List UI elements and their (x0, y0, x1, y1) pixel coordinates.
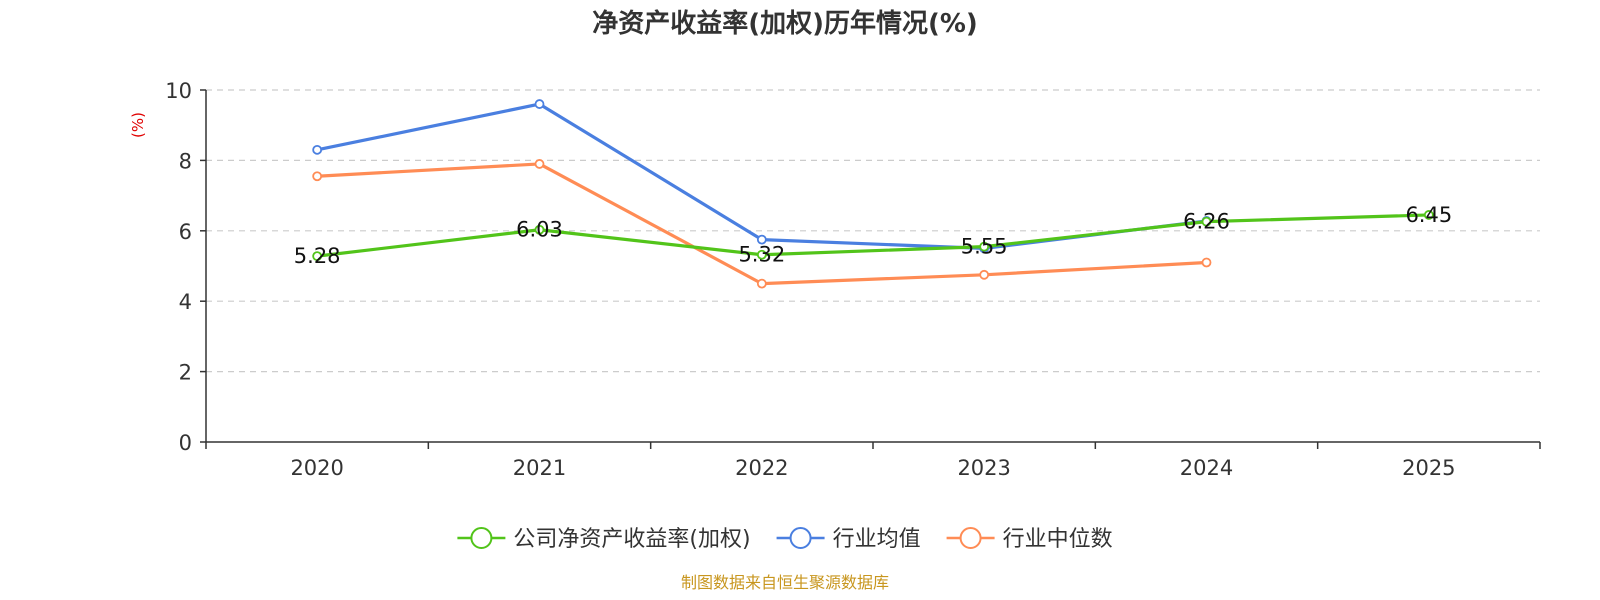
legend-item[interactable]: 行业均值 (776, 527, 921, 552)
legend-marker (789, 527, 812, 549)
legend-item[interactable]: 行业中位数 (946, 527, 1113, 552)
axes: 0 2 4 6 8 10 2020 2021 2022 2023 2024 2025 (165, 79, 1541, 480)
legend-marker (470, 527, 493, 549)
y-tick-label: 4 (179, 290, 192, 314)
x-tick-label: 2021 (513, 456, 566, 480)
source-note: 制图数据来自恒生聚源数据库 (681, 573, 889, 592)
data-label: 6.03 (516, 218, 563, 242)
series-line (316, 213, 1429, 258)
data-point[interactable] (756, 278, 767, 289)
legend-label: 行业中位数 (1003, 527, 1113, 552)
data-point[interactable] (1201, 257, 1212, 268)
legend-label: 公司净资产收益率(加权) (513, 527, 750, 552)
data-point[interactable] (1201, 216, 1212, 227)
grid (206, 89, 1540, 373)
data-label: 5.28 (294, 244, 341, 268)
y-tick-label: 6 (179, 220, 192, 244)
data-point[interactable] (979, 269, 990, 280)
legend[interactable]: 公司净资产收益率(加权) 行业均值 行业中位数 (457, 527, 1113, 552)
data-point[interactable] (312, 251, 323, 262)
y-tick-label: 10 (165, 79, 192, 103)
data-point[interactable] (756, 234, 767, 245)
y-tick-label: 2 (179, 361, 192, 385)
y-axis-label: (%) (129, 112, 147, 138)
data-point[interactable] (1423, 210, 1434, 220)
legend-marker (959, 527, 982, 549)
chart-title: 净资产收益率(加权)历年情况(%) (592, 8, 978, 39)
legend-label: 行业均值 (833, 527, 921, 552)
data-point[interactable] (312, 171, 323, 182)
data-point[interactable] (312, 144, 323, 155)
x-tick-label: 2025 (1402, 456, 1455, 480)
data-point[interactable] (756, 249, 767, 260)
data-point[interactable] (534, 99, 545, 109)
data-point[interactable] (979, 241, 990, 252)
data-label: 6.45 (1405, 203, 1452, 227)
y-tick-label: 0 (179, 431, 192, 455)
series-line (316, 102, 1207, 250)
x-tick-label: 2023 (957, 456, 1010, 480)
x-tick-label: 2020 (290, 456, 343, 480)
series (312, 99, 1434, 289)
x-tick-label: 2022 (735, 456, 788, 480)
data-label: 5.55 (961, 235, 1008, 259)
data-label: 5.32 (738, 243, 785, 267)
y-tick-label: 8 (179, 149, 192, 173)
data-labels: 5.28 6.03 5.32 5.55 6.26 6.45 (294, 203, 1452, 268)
data-label: 6.26 (1183, 210, 1230, 234)
data-point[interactable] (534, 224, 545, 235)
x-tick-label: 2024 (1180, 456, 1233, 480)
data-point[interactable] (534, 159, 545, 169)
legend-item[interactable]: 公司净资产收益率(加权) (457, 527, 751, 552)
